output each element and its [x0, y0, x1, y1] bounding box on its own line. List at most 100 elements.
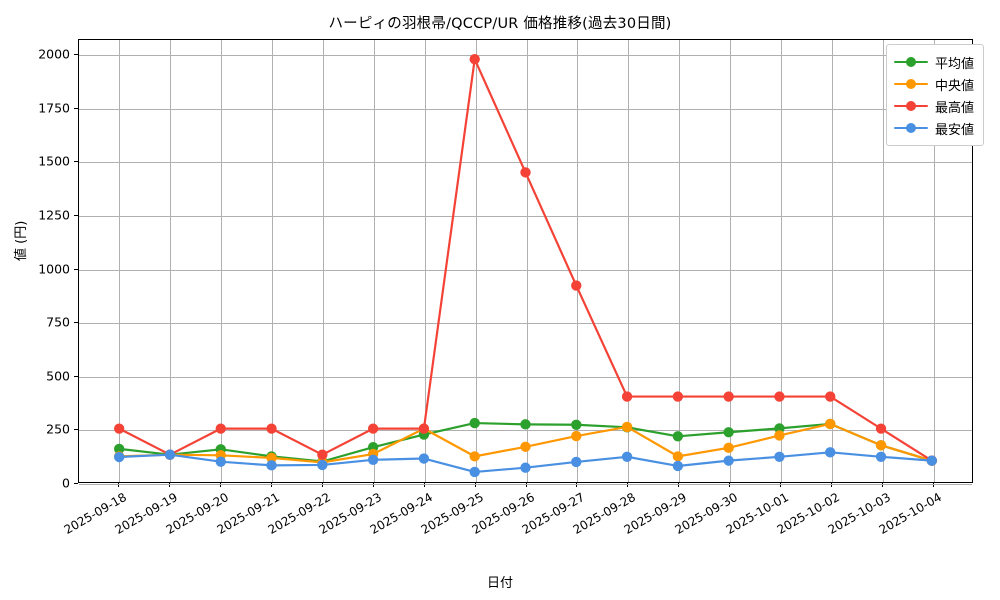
series-layer	[113, 54, 938, 478]
y-tick-label: 250	[46, 421, 70, 437]
data-point-marker	[469, 466, 480, 478]
data-point-marker	[621, 421, 633, 433]
data-point-marker	[723, 391, 734, 402]
y-tick-mark	[74, 429, 78, 431]
data-point-marker	[520, 462, 531, 473]
data-point-marker	[621, 451, 633, 462]
data-point-marker	[825, 447, 836, 458]
data-point-marker	[774, 391, 785, 402]
grid-line-horizontal	[79, 376, 972, 378]
data-point-marker	[825, 418, 836, 430]
x-tick-mark	[678, 483, 680, 487]
x-tick-mark	[474, 483, 476, 487]
y-tick-label: 1250	[38, 207, 70, 223]
data-point-marker	[367, 454, 379, 465]
grid-line-horizontal	[79, 484, 972, 485]
y-tick-mark	[74, 107, 78, 109]
data-point-marker	[418, 453, 430, 464]
data-point-marker	[774, 451, 785, 462]
grid-line-horizontal	[79, 430, 972, 432]
grid-line-vertical	[933, 40, 935, 482]
data-point-marker	[113, 443, 125, 455]
x-tick-label: 2025-09-18	[61, 490, 130, 537]
x-tick-mark	[932, 483, 934, 487]
data-point-marker	[520, 419, 531, 430]
data-point-marker	[875, 451, 887, 462]
data-point-marker	[571, 456, 582, 468]
legend-swatch-icon	[893, 77, 928, 91]
y-tick-mark	[74, 268, 78, 270]
y-tick-mark	[74, 322, 78, 324]
y-tick-label: 0	[62, 475, 70, 491]
y-tick-mark	[74, 214, 78, 216]
data-point-marker	[875, 423, 887, 434]
data-point-marker	[672, 431, 684, 442]
data-point-marker	[723, 442, 734, 454]
data-point-marker	[215, 423, 226, 434]
data-point-marker	[469, 451, 480, 462]
grid-line-horizontal	[79, 215, 972, 217]
x-tick-mark	[372, 483, 374, 487]
grid-line-vertical	[781, 40, 783, 482]
x-tick-mark	[881, 483, 883, 487]
legend-label: 最高値	[934, 100, 974, 116]
legend-item-2[interactable]: 中央値	[893, 73, 974, 95]
grid-line-horizontal	[79, 162, 972, 164]
x-tick-mark	[576, 483, 578, 487]
data-point-marker	[266, 452, 277, 464]
data-point-marker	[113, 451, 125, 463]
y-tick-label: 1000	[38, 261, 70, 276]
legend-label: 中央値	[934, 78, 974, 94]
grid-line-vertical	[526, 40, 528, 482]
grid-line-vertical	[882, 40, 884, 482]
grid-line-vertical	[475, 40, 477, 482]
data-point-marker	[164, 449, 176, 460]
grid-line-vertical	[577, 40, 579, 482]
series-2	[113, 418, 938, 468]
y-tick-label: 1750	[38, 100, 70, 116]
legend-item-4[interactable]: 最安値	[893, 117, 974, 139]
x-tick-mark	[270, 483, 272, 487]
y-tick-mark	[74, 54, 78, 55]
data-point-marker	[215, 456, 226, 467]
x-tick-mark	[525, 483, 527, 487]
y-tick-mark	[74, 483, 78, 484]
legend-item-1[interactable]: 平均値	[893, 51, 974, 73]
y-tick-label: 1500	[38, 153, 70, 169]
x-tick-mark	[780, 483, 782, 487]
x-tick-mark	[118, 483, 120, 487]
legend-label: 最安値	[934, 122, 974, 138]
grid-line-vertical	[628, 40, 630, 482]
data-point-marker	[367, 423, 379, 434]
x-tick-mark	[627, 483, 629, 487]
legend-swatch-icon	[893, 121, 928, 135]
data-point-marker	[571, 419, 582, 430]
data-point-marker	[520, 167, 531, 178]
grid-line-vertical	[679, 40, 681, 482]
data-point-marker	[469, 417, 480, 429]
data-point-marker	[621, 391, 633, 402]
data-point-marker	[723, 427, 734, 438]
x-tick-mark	[729, 483, 731, 487]
x-tick-mark	[169, 483, 171, 487]
y-tick-mark	[74, 375, 78, 377]
x-tick-mark	[321, 483, 323, 487]
data-point-marker	[723, 455, 734, 466]
x-axis-label: 日付	[486, 576, 513, 591]
data-point-marker	[672, 451, 684, 462]
series-4	[113, 447, 938, 478]
legend-swatch-icon	[893, 55, 928, 69]
y-tick-label: 500	[46, 368, 70, 384]
legend-swatch-icon	[893, 99, 928, 113]
data-point-marker	[317, 449, 328, 460]
legend-item-3[interactable]: 最高値	[893, 95, 974, 117]
data-point-marker	[469, 54, 480, 65]
x-tick-mark	[220, 483, 222, 487]
grid-line-vertical	[831, 40, 833, 482]
data-point-marker	[571, 430, 582, 442]
plot-area	[78, 39, 973, 485]
grid-line-horizontal	[79, 323, 972, 325]
data-point-marker	[926, 455, 938, 466]
y-tick-label: 2000	[38, 46, 70, 62]
